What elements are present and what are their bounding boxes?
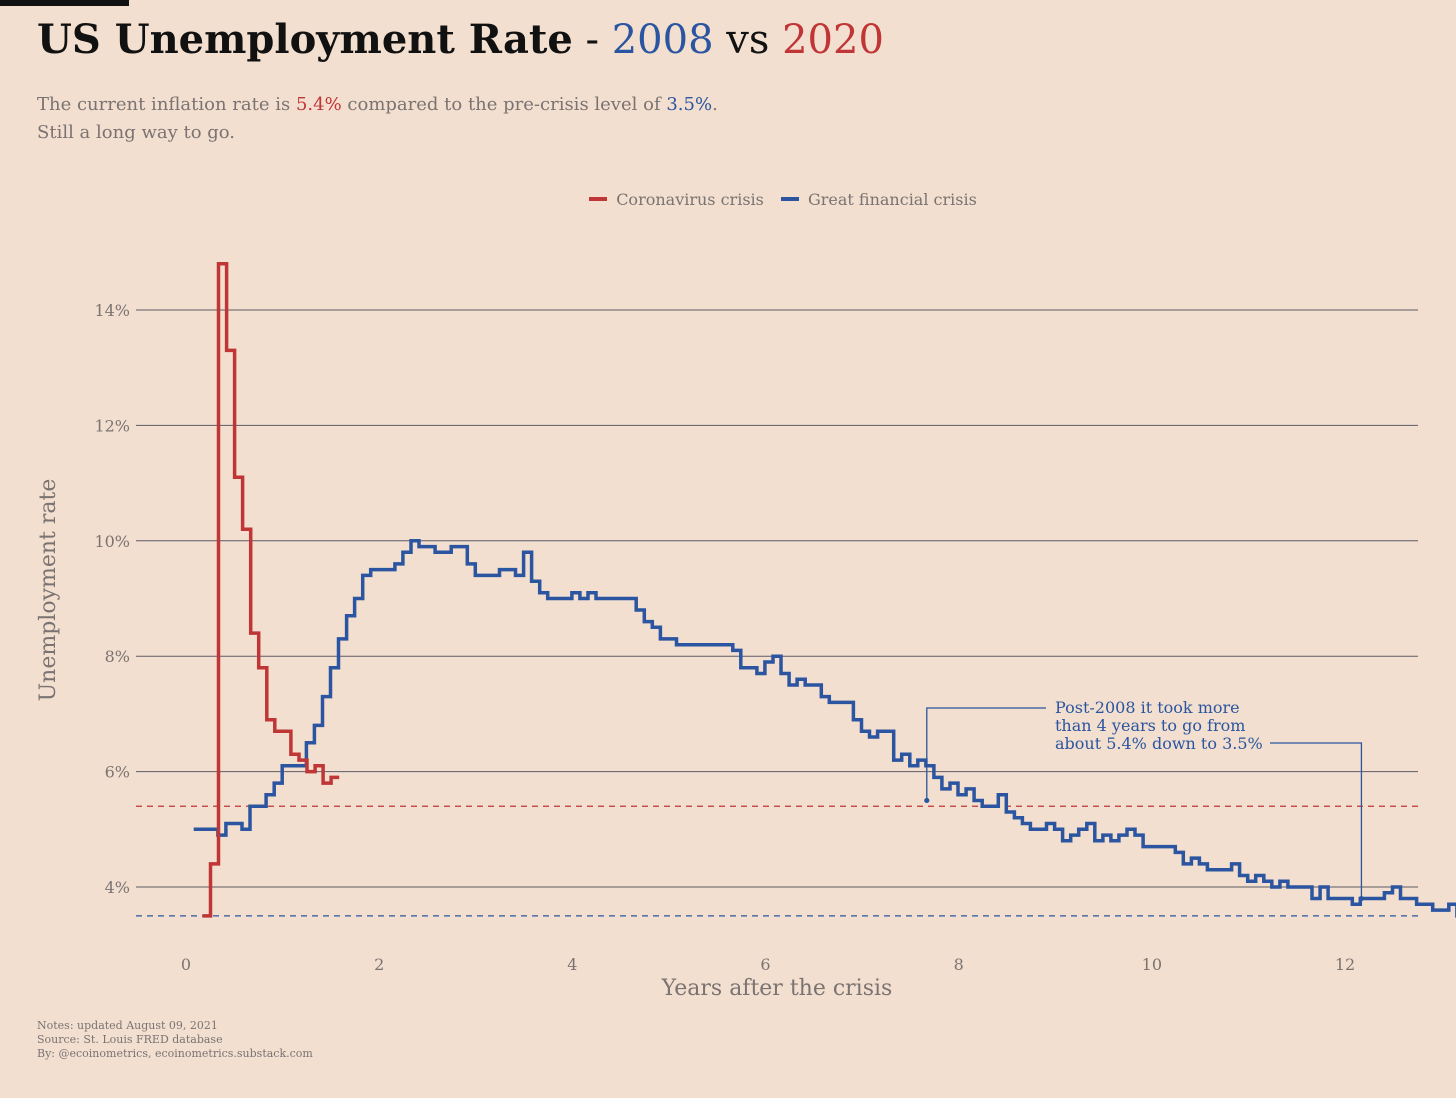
annotation-line-1: Post-2008 it took more — [1055, 698, 1240, 717]
subtitle-text-post: . — [712, 94, 718, 115]
legend: Coronavirus crisis Great financial crisi… — [0, 186, 1456, 209]
subtitle-text-mid: compared to the pre-crisis level of — [341, 94, 667, 115]
y-tick-label: 6% — [105, 763, 130, 782]
annotation-leader-right — [1270, 742, 1363, 899]
legend-item-coronavirus: Coronavirus crisis — [589, 190, 764, 209]
subtitle-value-current: 5.4% — [295, 94, 342, 115]
series-lines — [193, 262, 1456, 918]
y-tick-label: 8% — [105, 647, 130, 666]
y-tick-label: 12% — [94, 416, 130, 435]
title-separator: - — [572, 17, 612, 63]
title-year-2020: 2020 — [782, 17, 884, 63]
x-tick-label: 10 — [1142, 955, 1162, 974]
y-tick-label: 14% — [94, 301, 130, 320]
x-tick-label: 4 — [567, 955, 577, 974]
source-notes: Notes: updated August 09, 2021 Source: S… — [37, 1019, 313, 1061]
top-accent-bar — [0, 0, 129, 6]
chart-title: US Unemployment Rate - 2008 vs 2020 — [37, 16, 884, 64]
legend-swatch-coronavirus — [589, 197, 608, 201]
subtitle-line-1: The current inflation rate is 5.4% compa… — [37, 91, 718, 119]
reference-lines — [136, 805, 1418, 917]
annotation-line-3: about 5.4% down to 3.5% — [1055, 734, 1263, 753]
x-tick-label: 6 — [760, 955, 770, 974]
x-tick-labels: 0 2 4 6 8 10 12 — [181, 955, 1355, 974]
annotation-leader-left — [926, 707, 1046, 801]
notes-source: Source: St. Louis FRED database — [37, 1033, 223, 1046]
x-tick-label: 2 — [374, 955, 384, 974]
y-tick-label: 4% — [105, 878, 130, 897]
legend-swatch-gfc — [780, 197, 799, 201]
x-tick-label: 12 — [1335, 955, 1355, 974]
x-tick-label: 0 — [181, 955, 191, 974]
notes-byline: By: @ecoinometrics, ecoinometrics.substa… — [37, 1047, 313, 1060]
y-tick-label: 10% — [94, 532, 130, 551]
title-main: US Unemployment Rate — [37, 16, 573, 63]
series-line-coronavirus — [202, 262, 340, 918]
legend-label-coronavirus: Coronavirus crisis — [616, 189, 764, 209]
series-line-gfc — [193, 539, 1456, 918]
annotation: Post-2008 it took more than 4 years to g… — [924, 698, 1365, 902]
title-year-2008: 2008 — [611, 17, 714, 63]
x-tick-label: 8 — [954, 955, 964, 974]
legend-label-gfc: Great financial crisis — [807, 189, 977, 209]
title-vs: vs — [713, 17, 783, 63]
subtitle-value-precrisis: 3.5% — [666, 94, 713, 115]
annotation-line-2: than 4 years to go from — [1055, 716, 1245, 735]
chart-subtitle: The current inflation rate is 5.4% compa… — [37, 91, 718, 147]
gridlines — [136, 309, 1418, 888]
annotation-point-end — [1358, 895, 1365, 902]
y-tick-labels: 4% 6% 8% 10% 12% 14% — [94, 301, 130, 897]
x-axis-label: Years after the crisis — [661, 976, 893, 1001]
legend-item-gfc: Great financial crisis — [780, 189, 977, 209]
y-axis-label: Unemployment rate — [36, 479, 61, 702]
subtitle-text-pre: The current inflation rate is — [37, 94, 296, 115]
notes-updated: Notes: updated August 09, 2021 — [37, 1019, 218, 1032]
subtitle-line-2: Still a long way to go. — [37, 122, 236, 143]
annotation-point-start — [924, 797, 930, 804]
